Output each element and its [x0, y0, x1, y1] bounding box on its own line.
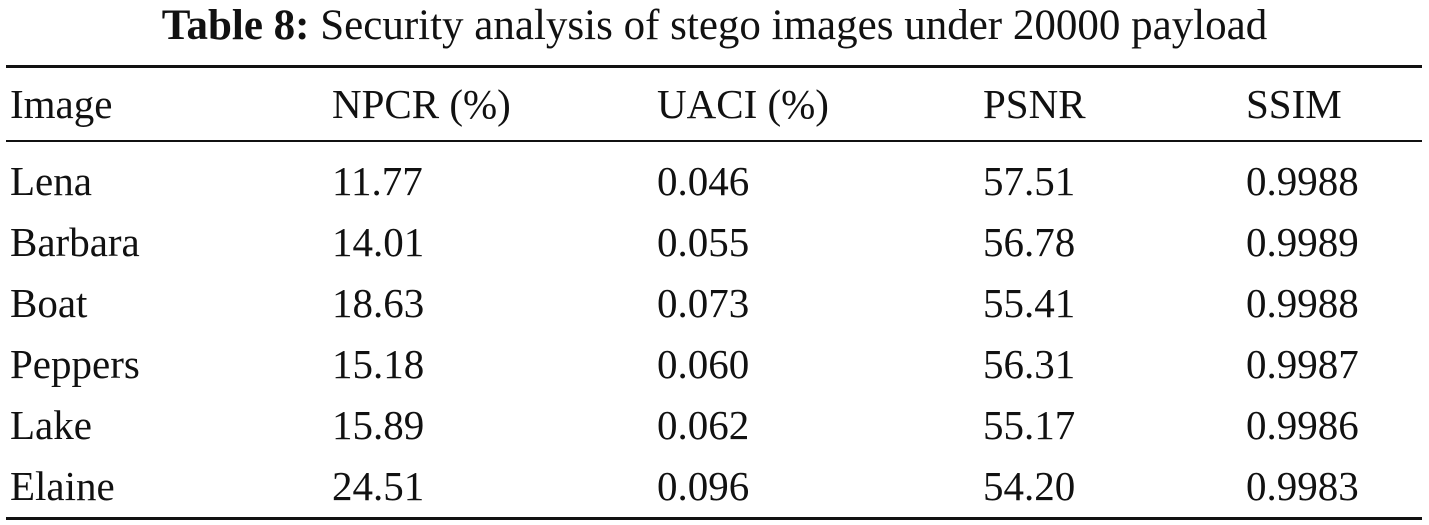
table-row: Lake 15.89 0.062 55.17 0.9986 [0, 395, 1429, 455]
cell-psnr: 55.41 [983, 280, 1076, 326]
table-row: Boat 18.63 0.073 55.41 0.9988 [0, 273, 1429, 333]
cell-image: Lena [10, 158, 92, 204]
cell-uaci: 0.062 [657, 402, 750, 448]
cell-image: Barbara [10, 219, 140, 265]
cell-npcr: 18.63 [332, 280, 425, 326]
cell-npcr: 15.89 [332, 402, 425, 448]
cell-npcr: 15.18 [332, 341, 425, 387]
cell-uaci: 0.055 [657, 219, 750, 265]
cell-uaci: 0.046 [657, 158, 750, 204]
cell-ssim: 0.9988 [1246, 280, 1359, 326]
table-row: Peppers 15.18 0.060 56.31 0.9987 [0, 334, 1429, 394]
cell-ssim: 0.9983 [1246, 463, 1359, 509]
cell-psnr: 54.20 [983, 463, 1076, 509]
table-header-rule [6, 140, 1422, 142]
cell-ssim: 0.9988 [1246, 158, 1359, 204]
cell-image: Lake [10, 402, 92, 448]
cell-image: Elaine [10, 463, 115, 509]
cell-ssim: 0.9986 [1246, 402, 1359, 448]
header-ssim: SSIM [1246, 81, 1342, 127]
cell-ssim: 0.9987 [1246, 341, 1359, 387]
cell-ssim: 0.9989 [1246, 219, 1359, 265]
cell-uaci: 0.060 [657, 341, 750, 387]
table-caption: Table 8: Security analysis of stego imag… [0, 0, 1429, 52]
header-psnr: PSNR [983, 81, 1086, 127]
table-caption-text: Security analysis of stego images under … [320, 2, 1268, 49]
table-bottom-rule [6, 517, 1422, 520]
header-image: Image [10, 81, 113, 127]
cell-image: Peppers [10, 341, 140, 387]
table-top-rule [6, 65, 1422, 68]
cell-psnr: 57.51 [983, 158, 1076, 204]
cell-image: Boat [10, 280, 88, 326]
cell-psnr: 56.31 [983, 341, 1076, 387]
table-caption-label: Table 8: [161, 2, 310, 49]
cell-psnr: 55.17 [983, 402, 1076, 448]
header-npcr: NPCR (%) [332, 81, 511, 127]
cell-npcr: 14.01 [332, 219, 425, 265]
cell-psnr: 56.78 [983, 219, 1076, 265]
table-header-row: Image NPCR (%) UACI (%) PSNR SSIM [0, 74, 1429, 134]
cell-uaci: 0.096 [657, 463, 750, 509]
cell-npcr: 24.51 [332, 463, 425, 509]
cell-npcr: 11.77 [332, 158, 423, 204]
table-row: Elaine 24.51 0.096 54.20 0.9983 [0, 456, 1429, 516]
table-row: Lena 11.77 0.046 57.51 0.9988 [0, 151, 1429, 211]
table-row: Barbara 14.01 0.055 56.78 0.9989 [0, 212, 1429, 272]
header-uaci: UACI (%) [657, 81, 829, 127]
cell-uaci: 0.073 [657, 280, 750, 326]
